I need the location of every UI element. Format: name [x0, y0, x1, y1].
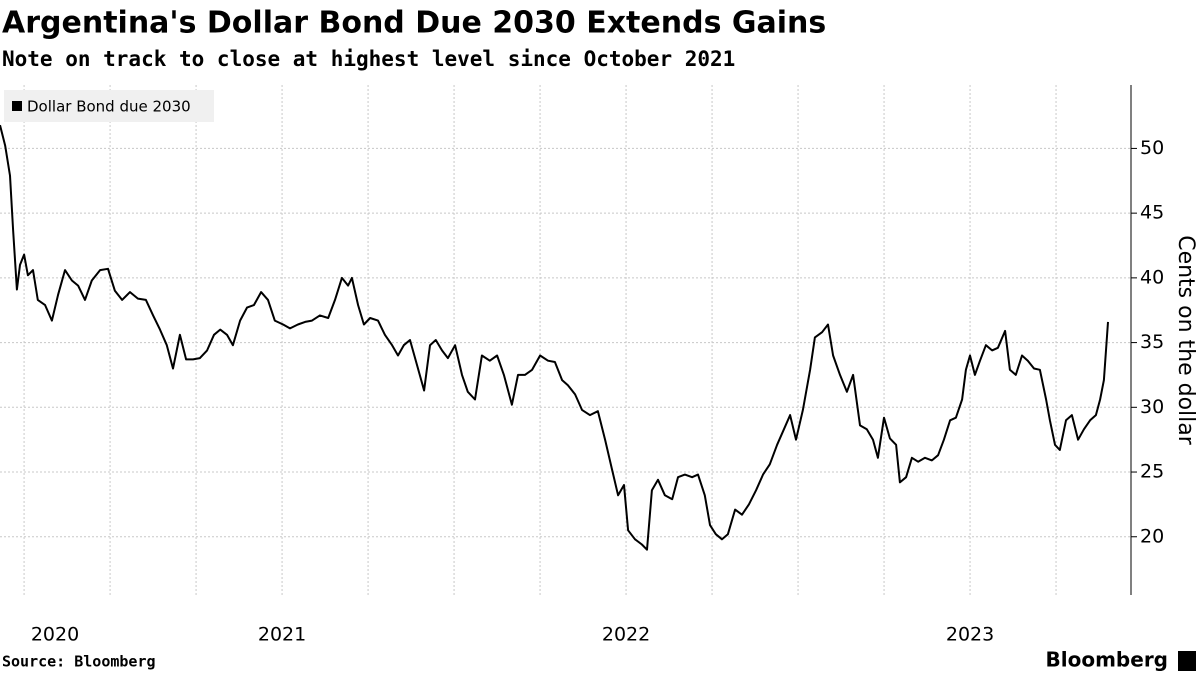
y-tick-label: 50 [1140, 137, 1164, 159]
legend-box [4, 90, 214, 122]
y-tick-label: 40 [1140, 266, 1164, 288]
brand-icon [1178, 651, 1196, 671]
line [0, 124, 1109, 551]
chart-title: Argentina's Dollar Bond Due 2030 Extends… [2, 6, 826, 41]
legend-swatch [12, 101, 22, 111]
y-tick-label: 20 [1140, 525, 1164, 547]
x-tick-label: 2022 [602, 624, 650, 646]
legend-label: Dollar Bond due 2030 [27, 98, 191, 116]
x-tick-label: 2020 [31, 624, 79, 646]
y-tick-label: 25 [1140, 461, 1164, 483]
y-tick-label: 35 [1140, 331, 1164, 353]
chart-subtitle: Note on track to close at highest level … [2, 47, 735, 71]
source: Source: Bloomberg [2, 653, 156, 671]
x-tick-label: 2023 [946, 624, 994, 646]
y-tick-label: 45 [1140, 202, 1164, 224]
y-tick-label: 30 [1140, 396, 1164, 418]
y-axis-label: Cents on the dollar [1173, 235, 1198, 446]
brand: Bloomberg [1046, 648, 1168, 672]
legend: Dollar Bond due 2030 [4, 90, 214, 122]
x-tick-label: 2021 [258, 624, 306, 646]
